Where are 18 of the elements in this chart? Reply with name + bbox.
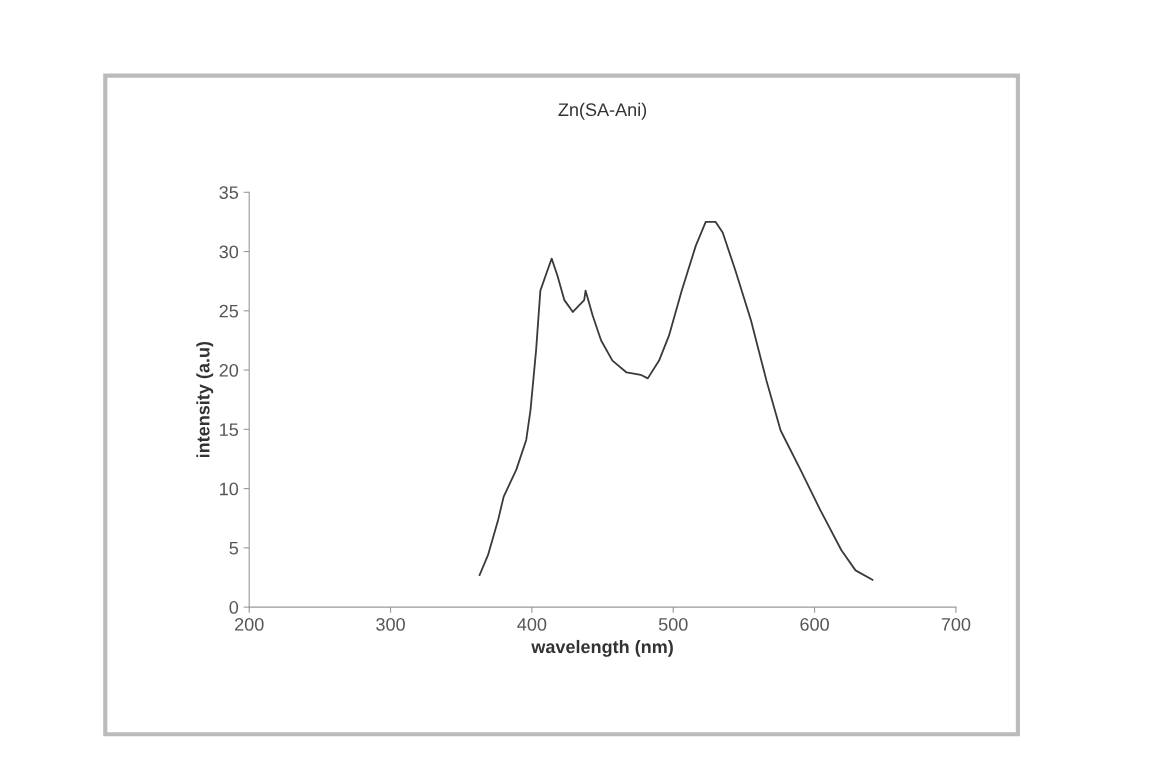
x-tick-label: 300	[376, 618, 405, 631]
y-tick-label: 15	[220, 423, 239, 437]
x-tick-label: 700	[941, 618, 971, 631]
y-tick-label: 35	[219, 186, 239, 199]
x-tick-label: 400	[517, 618, 547, 631]
y-axis-title: intensity (a.u)	[196, 341, 214, 458]
line-series	[478, 221, 874, 581]
x-tick-label: 200	[235, 618, 264, 631]
y-tick-label: 30	[219, 245, 239, 259]
y-tick-label: 10	[220, 482, 239, 496]
y-tick-label: 25	[219, 304, 239, 318]
x-tick-label: 500	[658, 618, 688, 631]
y-tick-label: 5	[229, 541, 239, 555]
y-tick-label: 20	[219, 364, 239, 377]
x-tick-label: 600	[800, 618, 829, 631]
x-axis-title: wavelength (nm)	[531, 639, 673, 657]
chart-title: Zn(SA-Ani)	[558, 102, 647, 120]
y-tick-label: 0	[229, 601, 239, 614]
